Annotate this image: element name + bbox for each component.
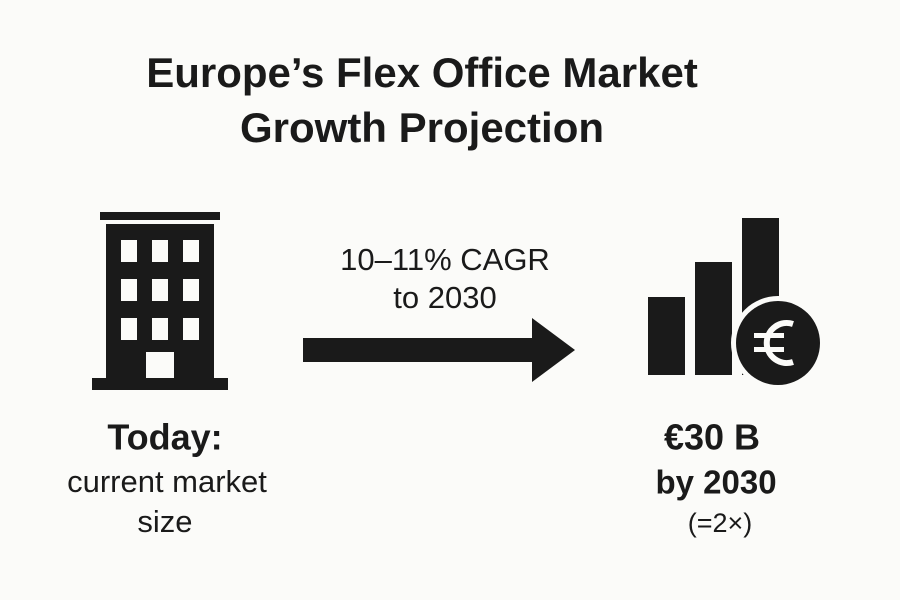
title-line: Europe’s Flex Office Market <box>146 49 698 96</box>
left-line: current market <box>67 464 267 499</box>
arrow-icon <box>303 318 575 382</box>
arrow-label: 10–11% CAGR <box>340 242 550 277</box>
title-line: Growth Projection <box>240 104 604 151</box>
right-line: by 2030 <box>655 464 776 501</box>
right-heading: €30 B <box>664 417 760 458</box>
left-heading: Today: <box>107 417 222 458</box>
building-icon <box>92 212 228 390</box>
right-line: (=2×) <box>688 508 753 538</box>
left-line: size <box>137 504 192 539</box>
arrow-label: to 2030 <box>393 280 496 315</box>
bar-chart-icon <box>648 218 825 390</box>
